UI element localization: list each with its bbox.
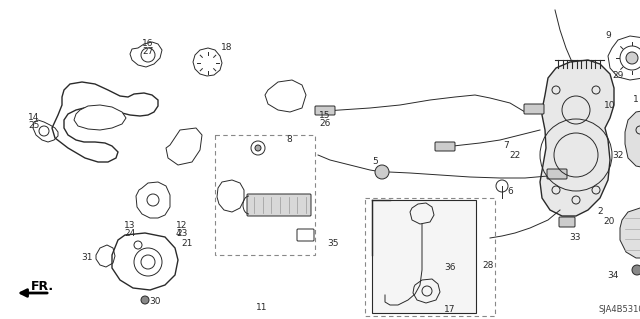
Text: 25: 25 [28, 122, 40, 130]
Text: 26: 26 [319, 118, 331, 128]
Text: 29: 29 [612, 70, 624, 79]
Polygon shape [372, 200, 476, 313]
Bar [365, 198, 495, 316]
Polygon shape [74, 105, 126, 130]
Text: 13: 13 [124, 220, 136, 229]
Text: 5: 5 [372, 158, 378, 167]
FancyBboxPatch shape [315, 106, 335, 115]
Text: 8: 8 [286, 136, 292, 145]
Circle shape [375, 165, 389, 179]
Text: 34: 34 [607, 271, 619, 279]
Text: 20: 20 [604, 218, 614, 226]
Text: 21: 21 [181, 239, 193, 248]
Text: 24: 24 [124, 228, 136, 238]
Circle shape [255, 145, 261, 151]
Text: 27: 27 [142, 47, 154, 56]
Text: FR.: FR. [31, 279, 54, 293]
Text: 4: 4 [175, 228, 181, 238]
Circle shape [632, 265, 640, 275]
FancyBboxPatch shape [435, 142, 455, 151]
Text: 12: 12 [176, 220, 188, 229]
Text: 15: 15 [319, 110, 331, 120]
Text: 14: 14 [28, 114, 40, 122]
Text: 28: 28 [483, 261, 493, 270]
Text: 36: 36 [444, 263, 456, 272]
Circle shape [626, 52, 638, 64]
Text: 31: 31 [81, 254, 93, 263]
Text: 7: 7 [503, 140, 509, 150]
Polygon shape [620, 208, 640, 258]
Bar [215, 135, 315, 255]
FancyBboxPatch shape [247, 194, 311, 216]
FancyBboxPatch shape [524, 104, 544, 114]
Text: 1: 1 [633, 95, 639, 105]
Text: 18: 18 [221, 43, 233, 53]
Text: 35: 35 [327, 239, 339, 248]
Polygon shape [625, 110, 640, 168]
Text: 10: 10 [604, 100, 616, 109]
Text: 17: 17 [444, 306, 456, 315]
Text: 33: 33 [569, 233, 580, 241]
Text: 19: 19 [639, 106, 640, 115]
Text: 6: 6 [507, 188, 513, 197]
Text: 23: 23 [176, 228, 188, 238]
Text: 2: 2 [597, 207, 603, 217]
FancyBboxPatch shape [559, 217, 575, 227]
Text: SJA4B5310D: SJA4B5310D [599, 306, 640, 315]
Text: 9: 9 [605, 31, 611, 40]
Circle shape [141, 296, 149, 304]
Text: 32: 32 [612, 151, 624, 160]
Text: 22: 22 [509, 151, 520, 160]
FancyBboxPatch shape [547, 169, 567, 179]
Polygon shape [540, 60, 614, 216]
Text: 16: 16 [142, 39, 154, 48]
Text: 30: 30 [149, 298, 161, 307]
Text: 11: 11 [256, 303, 268, 313]
